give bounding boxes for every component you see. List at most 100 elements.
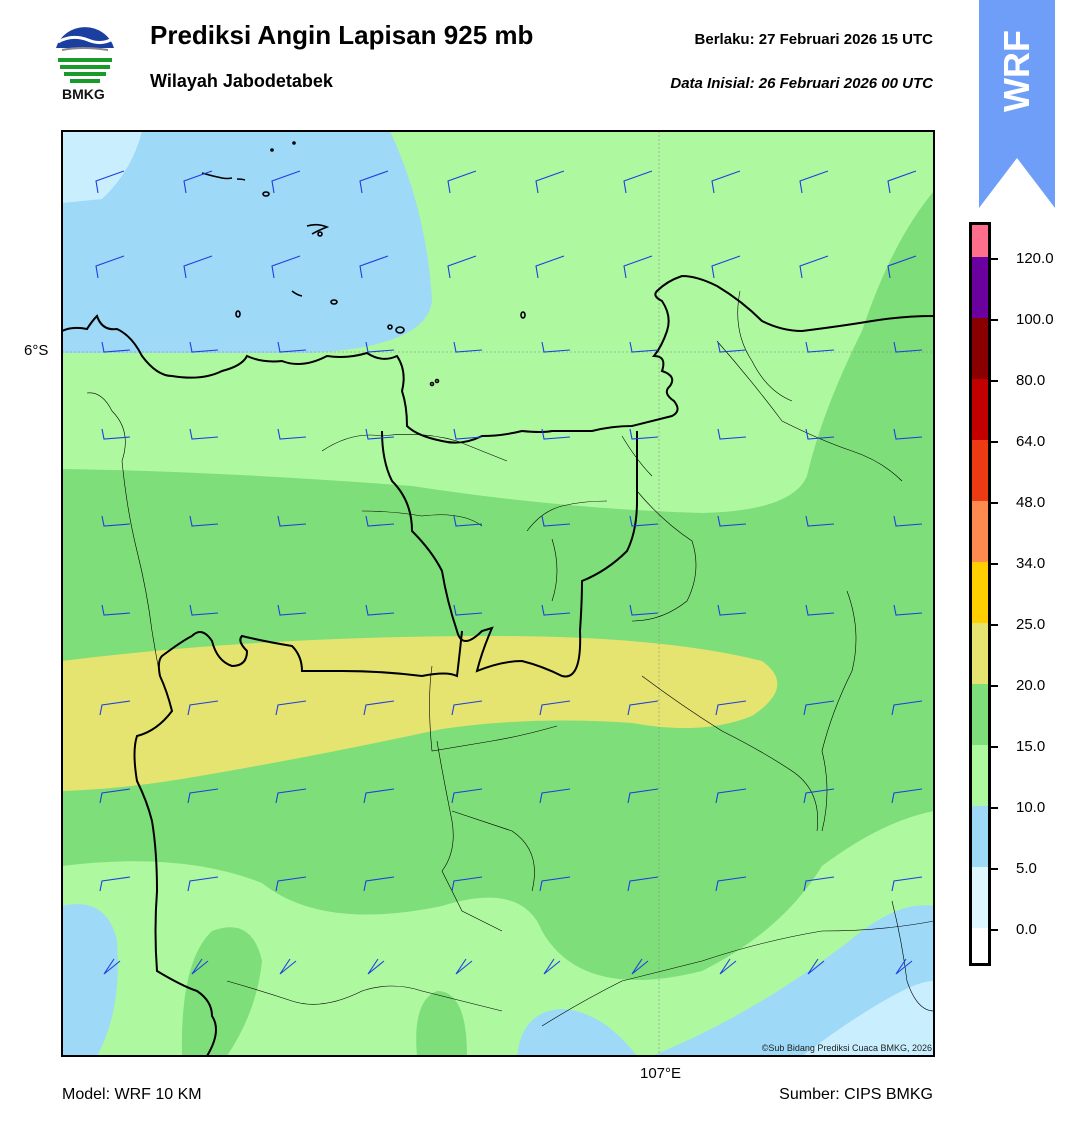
bmkg-logo xyxy=(52,20,118,100)
wind-speed-colorbar xyxy=(969,222,991,966)
colorbar-label: 80.0 xyxy=(1016,372,1046,389)
speed-band-5-10 xyxy=(62,131,432,353)
wrf-badge: WRF xyxy=(979,0,1055,210)
wind-barb xyxy=(711,255,741,279)
data-source: Sumber: CIPS BMKG xyxy=(779,1086,933,1103)
wind-barb xyxy=(799,255,829,279)
wind-barb xyxy=(893,341,923,353)
wind-barb xyxy=(715,788,747,804)
wind-barb xyxy=(95,170,125,194)
speed-band-0-5-southeast xyxy=(802,981,934,1056)
wind-barb xyxy=(891,876,923,892)
wind-barb xyxy=(541,515,571,527)
colorbar-label: 34.0 xyxy=(1016,555,1046,572)
colorbar-tick xyxy=(990,563,998,565)
speed-band-15-20-south xyxy=(416,991,467,1056)
colorbar-tick xyxy=(990,380,998,382)
wind-barb xyxy=(365,428,395,440)
wrf-badge-text: WRF xyxy=(996,30,1037,112)
colorbar-label: 15.0 xyxy=(1016,738,1046,755)
wind-barb xyxy=(275,788,307,804)
wind-barb xyxy=(365,604,395,616)
speed-band-5-10-south xyxy=(517,1009,637,1056)
colorbar-segments xyxy=(969,222,991,966)
region-subtitle: Wilayah Jabodetabek xyxy=(150,71,333,91)
wind-barb xyxy=(363,788,395,804)
wind-barb xyxy=(629,604,659,616)
speed-band-5-10-southwest xyxy=(62,904,118,1056)
wind-barb xyxy=(363,700,395,716)
colorbar-label: 0.0 xyxy=(1016,921,1037,938)
wind-barb xyxy=(535,255,565,279)
colorbar-tick xyxy=(990,258,998,260)
colorbar-segment xyxy=(969,222,991,257)
wind-barb xyxy=(541,604,571,616)
wind-barb xyxy=(805,428,835,440)
wind-barb xyxy=(717,341,747,353)
colorbar-label: 20.0 xyxy=(1016,677,1046,694)
colorbar-label: 25.0 xyxy=(1016,616,1046,633)
district-boundaries xyxy=(86,290,934,1027)
colorbar-segment xyxy=(969,379,991,440)
wind-barb xyxy=(805,341,835,353)
wind-barb xyxy=(715,876,747,892)
wind-barb xyxy=(631,958,649,975)
wind-barb xyxy=(277,428,307,440)
colorbar-segment xyxy=(969,440,991,501)
wind-barb xyxy=(183,255,213,279)
colorbar-tick xyxy=(990,685,998,687)
wind-barb xyxy=(277,515,307,527)
colorbar-label: 10.0 xyxy=(1016,799,1046,816)
colorbar-label: 120.0 xyxy=(1016,250,1054,267)
wind-barb xyxy=(629,515,659,527)
wind-barb xyxy=(277,604,307,616)
colorbar-segment xyxy=(969,623,991,684)
lon-label-107e: 107°E xyxy=(640,1065,682,1082)
wind-barb xyxy=(887,255,917,279)
wind-barb xyxy=(275,700,307,716)
speed-band-15-20 xyxy=(62,191,934,1056)
wind-barb xyxy=(717,604,747,616)
wind-barb xyxy=(717,428,747,440)
wind-barb xyxy=(189,341,219,353)
wind-barb xyxy=(893,428,923,440)
valid-time: Berlaku: 27 Februari 2026 15 UTC xyxy=(694,31,933,48)
wind-barb xyxy=(543,958,561,975)
wind-barb xyxy=(539,876,571,892)
wind-barb xyxy=(891,700,923,716)
wind-barb xyxy=(451,788,483,804)
colorbar-tick xyxy=(990,441,998,443)
colorbar-tick xyxy=(990,807,998,809)
wind-barb xyxy=(101,428,131,440)
wind-barb xyxy=(455,958,473,975)
wind-barb xyxy=(719,958,737,975)
wind-barb xyxy=(187,788,219,804)
wind-barb xyxy=(99,788,131,804)
wind-barb xyxy=(627,788,659,804)
colorbar-segment xyxy=(969,562,991,623)
wind-barb xyxy=(893,515,923,527)
wind-barb xyxy=(535,170,565,194)
wind-barb xyxy=(717,515,747,527)
wind-barb xyxy=(623,170,653,194)
wind-barb xyxy=(629,341,659,353)
speed-band-0-5 xyxy=(62,131,142,203)
colorbar-label: 48.0 xyxy=(1016,494,1046,511)
wind-barb xyxy=(715,700,747,716)
wind-barb xyxy=(189,604,219,616)
wind-barb xyxy=(183,170,213,194)
initial-time: Data Inisial: 26 Februari 2026 00 UTC xyxy=(670,75,933,92)
wind-barb xyxy=(99,876,131,892)
map-credit: ©Sub Bidang Prediksi Cuaca BMKG, 2026 xyxy=(762,1043,932,1053)
colorbar-segment xyxy=(969,257,991,318)
wind-barb xyxy=(623,255,653,279)
wind-barb xyxy=(359,255,389,279)
wind-barbs xyxy=(95,170,923,975)
wind-barb xyxy=(893,604,923,616)
wind-barb xyxy=(627,876,659,892)
colorbar-segment xyxy=(969,867,991,928)
wind-barb xyxy=(805,515,835,527)
wind-barb xyxy=(805,604,835,616)
wind-barb xyxy=(187,700,219,716)
wind-barb xyxy=(539,788,571,804)
